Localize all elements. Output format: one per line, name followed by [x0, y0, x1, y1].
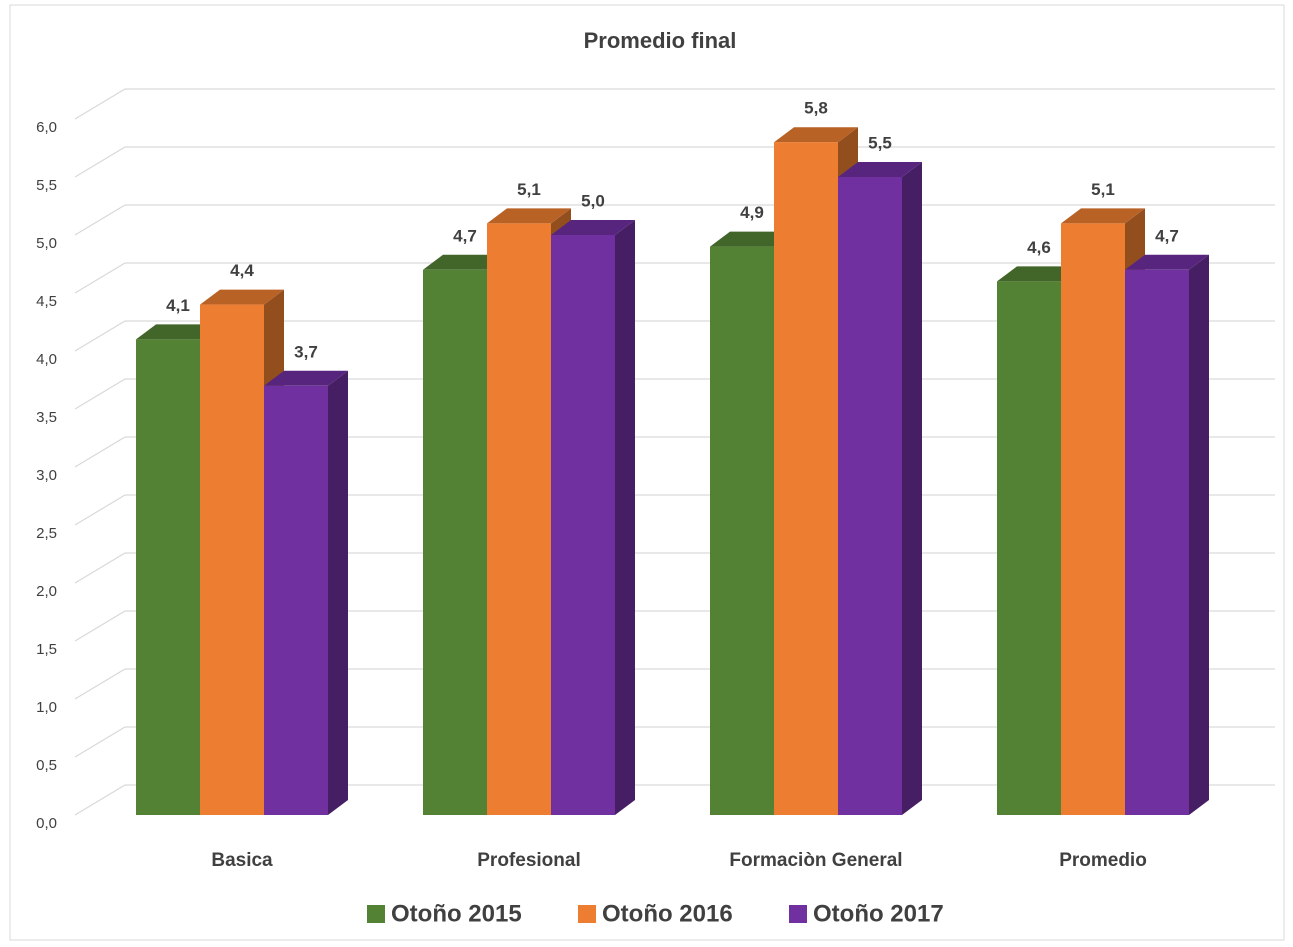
legend-label: Otoño 2016 [602, 900, 733, 927]
bar-top [487, 208, 571, 224]
bar [1125, 269, 1189, 815]
y-tick-label: 5,5 [36, 177, 57, 194]
y-tick-label: 2,5 [36, 525, 57, 542]
data-label: 5,5 [868, 133, 892, 152]
y-tick-label: 4,5 [36, 293, 57, 310]
bar [997, 281, 1061, 815]
bar-top [710, 231, 794, 247]
bar [264, 385, 328, 815]
bar [1061, 223, 1125, 815]
y-tick-label: 1,5 [36, 641, 57, 658]
bar [551, 235, 615, 815]
y-tick-label: 0,0 [36, 815, 57, 832]
bar-top [838, 162, 922, 177]
data-label: 4,1 [166, 296, 190, 315]
x-tick-label: Basica [211, 850, 273, 871]
y-tick-label: 1,0 [36, 699, 57, 716]
data-label: 3,7 [294, 342, 318, 361]
legend-swatch [578, 905, 596, 923]
x-tick-label: Profesional [477, 850, 580, 871]
legend-swatch [789, 905, 807, 923]
bar [838, 177, 902, 815]
data-label: 5,1 [517, 180, 541, 199]
y-tick-label: 2,0 [36, 583, 57, 600]
bar [423, 269, 487, 815]
y-tick-label: 3,5 [36, 409, 57, 426]
bar-top [264, 370, 348, 386]
legend-swatch [367, 905, 385, 923]
bar-top [200, 289, 284, 305]
bar-top [551, 220, 635, 235]
y-tick-label: 4,0 [36, 351, 57, 368]
y-tick-label: 0,5 [36, 757, 57, 774]
data-label: 4,7 [453, 226, 477, 245]
grid-line [74, 88, 1275, 120]
bar-side [328, 370, 348, 815]
bar [774, 142, 838, 815]
legend-label: Otoño 2017 [813, 900, 944, 927]
chart-title: Promedio final [584, 28, 737, 53]
bar-side [615, 220, 635, 815]
data-label: 4,9 [740, 203, 764, 222]
bar-side [902, 162, 922, 815]
bar-side [1189, 254, 1209, 816]
data-label: 4,4 [230, 261, 254, 280]
bar [136, 339, 200, 815]
bar [710, 246, 774, 816]
y-tick-label: 6,0 [36, 119, 57, 136]
bar-top [136, 324, 220, 340]
data-label: 5,0 [581, 191, 605, 210]
bar-top [1125, 254, 1209, 270]
x-tick-label: Promedio [1059, 850, 1147, 871]
data-label: 4,7 [1155, 226, 1179, 245]
bar-top [423, 254, 507, 270]
data-label: 5,1 [1091, 180, 1115, 199]
bar-top [774, 127, 858, 143]
y-tick-label: 3,0 [36, 467, 57, 484]
bar-top [997, 266, 1081, 282]
data-label: 5,8 [804, 99, 828, 118]
x-tick-label: Formaciòn General [729, 850, 902, 871]
data-label: 4,6 [1027, 238, 1051, 257]
y-tick-label: 5,0 [36, 235, 57, 252]
bar-top [1061, 208, 1145, 224]
bar [487, 223, 551, 815]
legend-label: Otoño 2015 [391, 900, 522, 927]
grid-line [74, 146, 1275, 178]
bar [200, 304, 264, 815]
